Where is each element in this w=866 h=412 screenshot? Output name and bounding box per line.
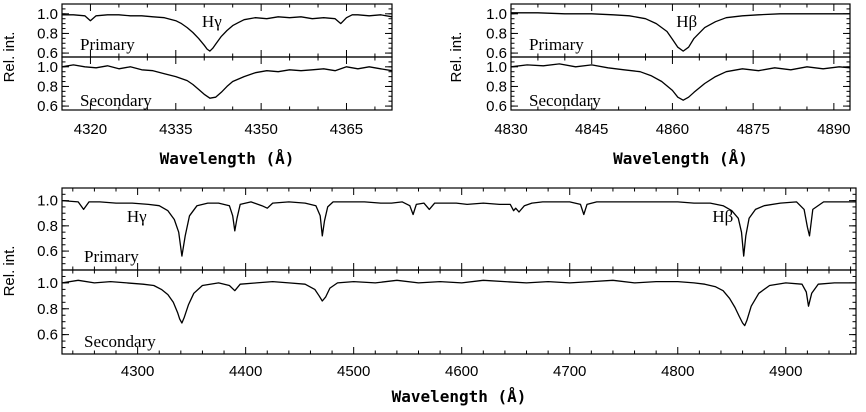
panel-label-secondary: Secondary — [84, 332, 156, 351]
y-axis-label: Rel. int. — [1, 246, 18, 297]
spectrum-line-secondary — [61, 64, 393, 99]
x-tick-label: 4900 — [769, 363, 802, 380]
y-axis-label: Rel. int. — [1, 32, 18, 83]
y-tick-label: 0.8 — [486, 25, 507, 42]
y-tick-label: 0.6 — [486, 98, 507, 115]
chart-bottom: 0.6 0.8 1.0 Primary Hγ Hβ 0.6 0.8 1.0 Secondary 43… — [1, 187, 857, 406]
panel-frame — [61, 187, 857, 271]
spectrum-line-primary — [61, 199, 856, 257]
subpanel-secondary: 0.6 0.8 1.0 Secondary — [37, 269, 857, 355]
y-tick-label: 0.6 — [37, 98, 58, 115]
panel-label-primary: Primary — [80, 35, 135, 54]
x-tick-label: 4300 — [121, 363, 154, 380]
panel-frame — [61, 56, 393, 111]
panel-label-primary: Primary — [84, 247, 139, 266]
y-tick-label: 0.6 — [486, 45, 507, 62]
y-tick-label: 1.0 — [37, 193, 58, 210]
x-tick-label: 4335 — [159, 121, 192, 138]
x-tick-label: 4320 — [74, 121, 107, 138]
line-label: Hγ — [127, 207, 147, 226]
subpanel-primary: 0.6 0.8 1.0 Primary Hγ Hβ — [37, 187, 857, 271]
x-tick-label: 4860 — [656, 121, 689, 138]
chart-top-left: 0.6 0.8 1.0 Primary 0.6 0.8 1.0 Secondary Hγ 4320… — [1, 3, 393, 168]
x-tick-label: 4500 — [337, 363, 370, 380]
line-label: Hβ — [676, 12, 697, 31]
x-tick-label: 4350 — [244, 121, 277, 138]
panel-label-secondary: Secondary — [80, 91, 152, 110]
x-tick-label: 4800 — [661, 363, 694, 380]
spectrum-line-primary — [62, 14, 393, 52]
x-tick-label: 4600 — [445, 363, 478, 380]
x-tick-label: 4845 — [575, 121, 608, 138]
subpanel-secondary: 0.6 0.8 1.0 Secondary — [486, 56, 851, 115]
x-tick-label: 4365 — [330, 121, 363, 138]
spectrum-line-secondary — [61, 279, 856, 327]
x-tick-label: 4400 — [229, 363, 262, 380]
panel-label-primary: Primary — [529, 35, 584, 54]
line-label: Hγ — [202, 12, 222, 31]
y-tick-label: 1.0 — [37, 275, 58, 292]
panel-frame — [61, 269, 857, 355]
x-tick-label: 4890 — [817, 121, 850, 138]
y-tick-label: 0.8 — [37, 301, 58, 318]
panel-label-secondary: Secondary — [529, 91, 601, 110]
y-axis-label: Rel. int. — [448, 32, 465, 83]
y-tick-label: 0.6 — [37, 45, 58, 62]
subpanel-secondary: 0.6 0.8 1.0 Secondary — [37, 56, 393, 115]
y-tick-label: 0.6 — [37, 327, 58, 344]
y-tick-label: 0.8 — [37, 218, 58, 235]
x-tick-label: 4830 — [494, 121, 527, 138]
y-tick-label: 1.0 — [37, 59, 58, 76]
line-label: Hβ — [712, 207, 733, 226]
y-tick-label: 1.0 — [486, 6, 507, 23]
panel-frame — [510, 56, 851, 111]
x-axis-label: Wavelength (Å) — [613, 149, 748, 168]
chart-top-right: 0.6 0.8 1.0 Primary 0.6 0.8 1.0 Secondary Hβ 4830… — [448, 3, 851, 168]
y-tick-label: 0.8 — [486, 78, 507, 95]
y-tick-label: 0.6 — [37, 243, 58, 260]
x-tick-label: 4875 — [736, 121, 769, 138]
x-axis-label: Wavelength (Å) — [160, 149, 295, 168]
y-tick-label: 0.8 — [37, 78, 58, 95]
spectrum-line-secondary — [510, 63, 851, 101]
spectrum-line-primary — [511, 12, 850, 52]
y-tick-label: 0.8 — [37, 25, 58, 42]
y-tick-label: 1.0 — [37, 6, 58, 23]
x-tick-label: 4700 — [553, 363, 586, 380]
x-axis-label: Wavelength (Å) — [392, 387, 527, 406]
subpanel-primary: 0.6 0.8 1.0 Primary — [486, 3, 851, 62]
y-tick-label: 1.0 — [486, 59, 507, 76]
